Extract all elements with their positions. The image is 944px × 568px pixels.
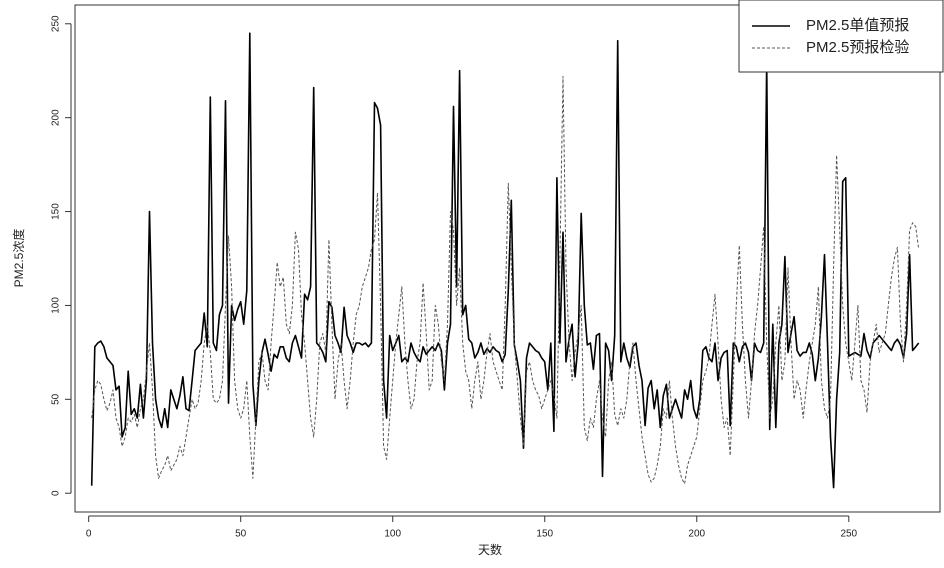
legend-label: PM2.5单值预报 [806,17,909,34]
y-axis-label: PM2.5浓度 [11,229,26,288]
x-tick-label: 200 [688,529,705,540]
plot-frame [74,4,941,513]
y-tick-label: 200 [51,109,62,126]
x-tick-label: 150 [536,529,553,540]
x-tick-label: 50 [235,529,247,540]
y-tick-label: 250 [51,15,62,32]
x-tick-label: 100 [384,529,401,540]
legend-label: PM2.5预报检验 [806,39,909,56]
y-tick-label: 100 [51,297,62,314]
y-tick-label: 0 [51,490,62,496]
y-tick-label: 50 [51,393,62,405]
series-line [91,75,920,485]
x-axis-label: 天数 [478,542,502,557]
series-line [90,32,920,489]
x-tick-label: 250 [840,529,857,540]
x-tick-label: 0 [86,529,92,540]
legend-box [738,0,944,73]
y-tick-label: 150 [51,203,62,220]
